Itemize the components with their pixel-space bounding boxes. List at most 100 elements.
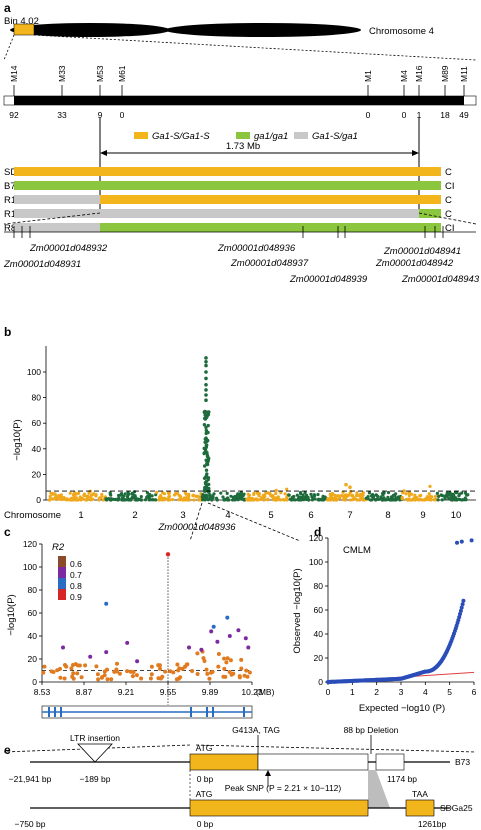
chromosome-label: 7	[347, 510, 352, 521]
snp-point	[205, 671, 210, 676]
genotype-segment	[100, 167, 419, 176]
snp-point	[415, 496, 419, 500]
snp-point	[42, 664, 47, 669]
x-unit-label: (MB)	[256, 687, 275, 697]
recombinant-count: 92	[9, 110, 19, 120]
ld-legend-swatch	[58, 567, 66, 578]
gene-label: Zm00001d048939	[289, 274, 368, 285]
snp-point	[321, 494, 325, 498]
snp-point	[205, 494, 209, 498]
snp-point	[266, 497, 270, 501]
snp-point	[195, 495, 199, 499]
y-tick-label: 120	[23, 539, 37, 549]
snp-point	[48, 498, 52, 502]
region-gene-mark	[190, 707, 192, 717]
snp-point	[129, 498, 133, 502]
snp-point	[336, 494, 340, 498]
marker-label: M33	[57, 65, 67, 82]
snp-point	[386, 490, 391, 495]
sdga-end: 1261bp	[418, 819, 447, 829]
gene-track: Zm00001d048932 Zm00001d048931 Zm00001d0489…	[3, 226, 480, 285]
b73-end: 1174 bp	[387, 774, 417, 784]
snp-point	[361, 491, 365, 495]
sdga-taa: TAA	[412, 789, 428, 799]
snp-point	[68, 491, 72, 495]
legend-homozygous-ga1: ga1/ga1	[254, 131, 288, 142]
snp-point	[434, 494, 438, 498]
genotype-segment	[419, 209, 441, 218]
snp-point	[125, 669, 130, 674]
y-tick-label: 60	[32, 418, 42, 428]
y-axis-label: −log10(P)	[12, 419, 23, 460]
panel-c-label: c	[4, 525, 11, 539]
snp-point	[176, 491, 180, 495]
snp-point	[205, 462, 209, 466]
genotype-segment	[14, 223, 100, 232]
y-tick-label: 0	[318, 677, 323, 687]
snp-point	[149, 664, 154, 669]
snp-point	[334, 495, 338, 499]
gene-structure: LTR insertion G413A, TAG 88 bp Deletion …	[3, 725, 477, 829]
y-tick-label: 0	[36, 495, 41, 505]
snp-point	[458, 497, 462, 502]
snp-point	[355, 491, 359, 495]
y-axis-label: Observed −log10(P)	[292, 568, 303, 653]
recombinant-count: 0	[120, 110, 125, 120]
snp-point	[342, 495, 346, 499]
snp-point	[219, 491, 223, 495]
snp-point	[72, 492, 76, 496]
marker-label: M1	[363, 70, 373, 82]
snp-point	[123, 492, 127, 496]
snp-point	[246, 645, 251, 650]
snp-point	[131, 670, 136, 674]
snp-point	[89, 493, 94, 498]
snp-point	[407, 494, 411, 498]
snp-point	[121, 497, 125, 501]
genotype-legend: Ga1-S/Ga1-S ga1/ga1 Ga1-S/ga1	[134, 131, 358, 142]
snp-point	[254, 497, 258, 501]
snp-point	[204, 443, 208, 448]
genotype-segment	[14, 167, 100, 176]
y-tick-label: 80	[28, 585, 38, 595]
snp-point	[72, 496, 77, 500]
snp-point	[206, 458, 210, 463]
chromosome-label: 9	[420, 510, 425, 521]
snp-point	[348, 491, 352, 495]
snp-point	[204, 370, 208, 374]
marker-label: M14	[9, 65, 19, 82]
snp-point	[247, 670, 252, 675]
snp-point	[87, 491, 91, 495]
snp-point	[171, 670, 176, 675]
snp-point	[58, 675, 63, 680]
b73-atg: ATG	[196, 743, 213, 753]
snp-point	[440, 498, 444, 502]
snp-point	[348, 485, 352, 490]
snp-point	[428, 484, 432, 488]
snp-point	[203, 464, 207, 468]
snp-point	[69, 666, 74, 671]
snp-point	[383, 498, 387, 502]
gene-label: Zm00001d048936	[217, 243, 296, 254]
snp-point	[204, 398, 208, 403]
snp-point	[202, 423, 207, 427]
snp-point	[204, 667, 209, 672]
snp-point	[167, 494, 171, 498]
snp-point	[298, 498, 303, 502]
line-suffix: CI	[445, 223, 455, 234]
snp-point	[303, 491, 307, 495]
snp-point	[148, 676, 153, 681]
snp-point	[96, 677, 101, 682]
snp-point	[225, 656, 230, 661]
snp-point	[158, 497, 162, 501]
snp-point	[236, 628, 241, 633]
snp-point	[205, 451, 209, 455]
snp-point	[436, 498, 440, 502]
y-tick-label: 100	[27, 367, 41, 377]
snp-point	[180, 498, 184, 502]
snp-point	[55, 668, 60, 673]
snp-point	[447, 496, 451, 500]
y-tick-label: 100	[23, 562, 37, 572]
snp-point	[126, 497, 130, 501]
snp-point	[408, 498, 412, 502]
snp-point	[203, 410, 207, 415]
